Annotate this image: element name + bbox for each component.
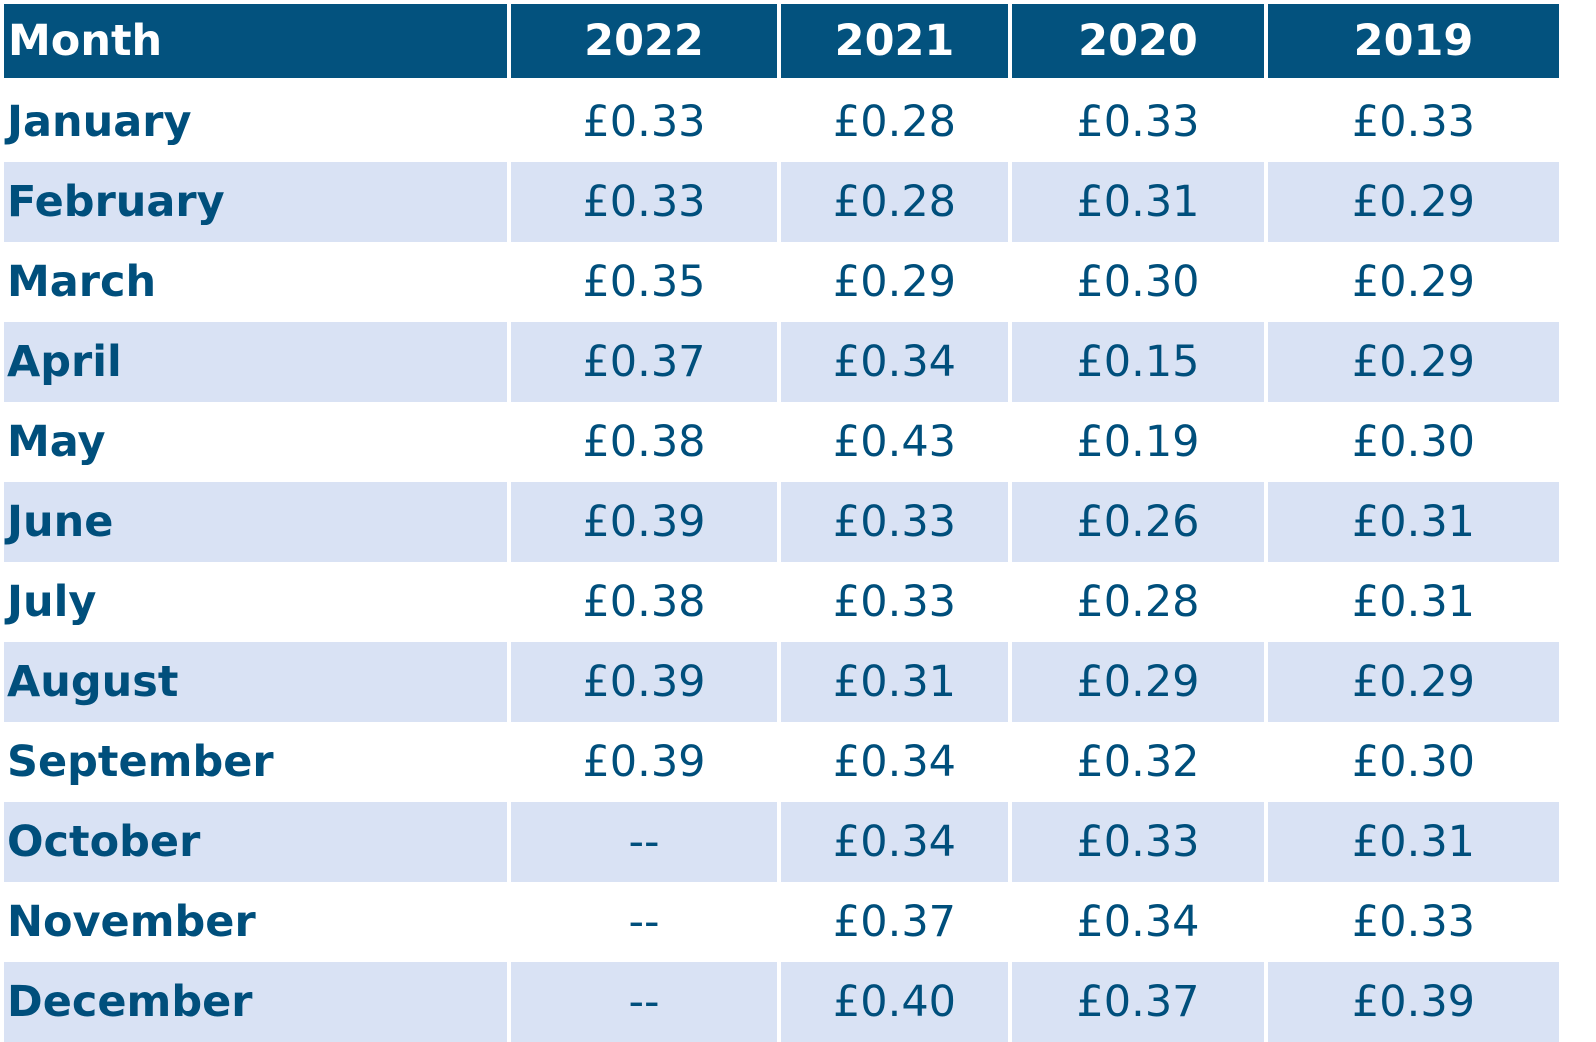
month-label: November [7,897,256,947]
month-label: September [7,737,274,787]
price-cell-2021: £0.33 [781,482,1008,562]
table-row: March £0.35 £0.29 £0.30 £0.29 [4,242,1559,322]
monthly-price-table: Month 2022 2021 2020 2019 January £0.33 £0… [0,4,1563,1042]
price-cell-2020: £0.19 [1076,417,1200,467]
table-row: November -- £0.37 £0.34 £0.33 [4,882,1559,962]
month-label: April [4,322,507,402]
month-label: August [4,642,507,722]
column-header-2020: 2020 [1012,4,1264,82]
price-cell-2019: £0.29 [1351,257,1476,307]
price-cell-2021: £0.31 [781,642,1008,722]
price-cell-2021: £0.34 [781,802,1008,882]
header-row: Month 2022 2021 2020 2019 [4,4,1559,82]
table-row: December -- £0.40 £0.37 £0.39 [4,962,1559,1042]
price-cell-2019: £0.29 [1268,322,1559,402]
price-cell-2019: £0.31 [1351,577,1476,627]
month-label: December [4,962,507,1042]
price-cell-2022: £0.39 [582,737,706,787]
price-cell-2020: £0.26 [1012,482,1264,562]
table-row: August £0.39 £0.31 £0.29 £0.29 [4,642,1559,722]
price-cell-2020: £0.30 [1076,257,1200,307]
table-row: May £0.38 £0.43 £0.19 £0.30 [4,402,1559,482]
column-header-2022: 2022 [511,4,777,82]
price-cell-2020: £0.31 [1012,162,1264,242]
price-cell-2019: £0.29 [1268,162,1559,242]
table-row: July £0.38 £0.33 £0.28 £0.31 [4,562,1559,642]
table-row: January £0.33 £0.28 £0.33 £0.33 [4,82,1559,162]
column-header-2021: 2021 [781,4,1008,82]
price-cell-2022: £0.39 [511,482,777,562]
month-label: May [7,417,106,467]
table-row: April £0.37 £0.34 £0.15 £0.29 [4,322,1559,402]
month-label: October [4,802,507,882]
table-row: February £0.33 £0.28 £0.31 £0.29 [4,162,1559,242]
price-cell-2020: £0.32 [1076,737,1200,787]
price-cell-2020: £0.37 [1012,962,1264,1042]
price-cell-2022: £0.33 [582,97,706,147]
price-cell-2019: £0.30 [1351,737,1476,787]
month-label: January [7,97,192,147]
price-cell-2020: £0.33 [1076,97,1200,147]
price-cell-2022: £0.39 [511,642,777,722]
month-label: March [7,257,157,307]
month-label: June [4,482,507,562]
price-cell-2022: -- [628,897,660,947]
price-cell-2019: £0.39 [1268,962,1559,1042]
price-cell-2022: -- [511,802,777,882]
price-cell-2020: £0.29 [1012,642,1264,722]
price-cell-2022: £0.38 [582,417,706,467]
price-cell-2020: £0.28 [1076,577,1200,627]
price-cell-2021: £0.28 [781,162,1008,242]
price-cell-2022: £0.38 [582,577,706,627]
column-header-2019: 2019 [1268,4,1559,82]
price-cell-2021: £0.28 [832,97,957,147]
price-cell-2019: £0.33 [1351,97,1476,147]
month-label: July [7,577,97,627]
price-cell-2021: £0.33 [832,577,957,627]
table-row: September £0.39 £0.34 £0.32 £0.30 [4,722,1559,802]
price-cell-2019: £0.33 [1351,897,1476,947]
price-cell-2019: £0.30 [1351,417,1476,467]
table-row: October -- £0.34 £0.33 £0.31 [4,802,1559,882]
price-cell-2020: £0.34 [1076,897,1200,947]
price-cell-2020: £0.33 [1012,802,1264,882]
table-row: June £0.39 £0.33 £0.26 £0.31 [4,482,1559,562]
column-header-month: Month [4,4,507,82]
price-cell-2022: £0.37 [511,322,777,402]
price-cell-2021: £0.34 [832,737,957,787]
price-cell-2020: £0.15 [1012,322,1264,402]
table-body: January £0.33 £0.28 £0.33 £0.33 February £0.33… [4,82,1559,1042]
price-cell-2022: £0.33 [511,162,777,242]
price-cell-2019: £0.31 [1268,482,1559,562]
price-cell-2021: £0.40 [781,962,1008,1042]
price-cell-2021: £0.34 [781,322,1008,402]
price-cell-2022: -- [511,962,777,1042]
month-label: February [4,162,507,242]
price-cell-2022: £0.35 [582,257,706,307]
price-cell-2019: £0.29 [1268,642,1559,722]
price-cell-2021: £0.43 [832,417,957,467]
price-cell-2021: £0.37 [832,897,957,947]
price-cell-2021: £0.29 [832,257,957,307]
price-cell-2019: £0.31 [1268,802,1559,882]
table-header: Month 2022 2021 2020 2019 [4,4,1559,82]
